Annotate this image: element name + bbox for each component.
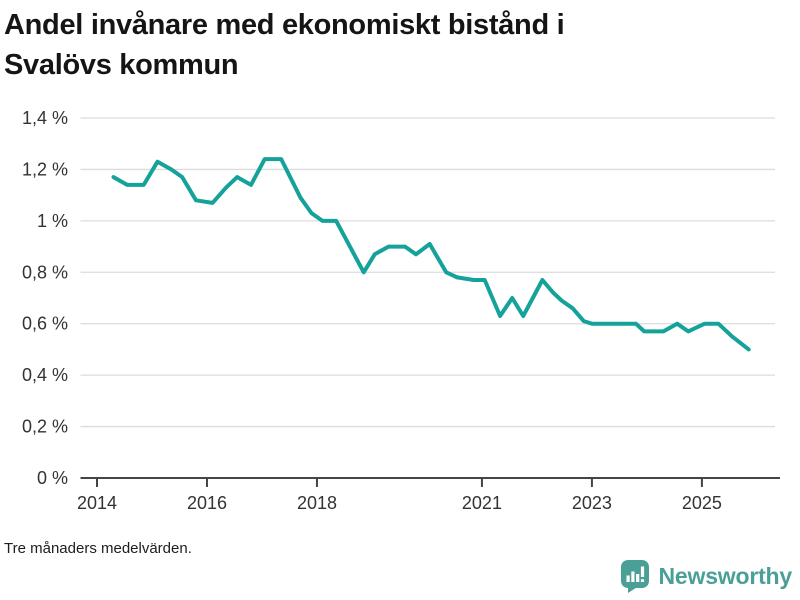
y-axis-tick-label: 1,2 % bbox=[22, 159, 68, 179]
x-axis-tick-label: 2025 bbox=[682, 493, 722, 513]
y-axis-tick-label: 1 % bbox=[37, 211, 68, 231]
x-axis-tick-label: 2018 bbox=[297, 493, 337, 513]
chart-title: Andel invånare med ekonomiskt bistånd i S… bbox=[4, 5, 784, 85]
newsworthy-logo-text: Newsworthy bbox=[658, 563, 793, 589]
x-axis-tick-label: 2023 bbox=[572, 493, 612, 513]
y-axis-tick-label: 0,4 % bbox=[22, 365, 68, 385]
y-axis-tick-label: 0,8 % bbox=[22, 262, 68, 282]
x-axis-tick-label: 2014 bbox=[77, 493, 117, 513]
trend-line bbox=[111, 157, 751, 352]
newsworthy-logo-icon bbox=[620, 560, 649, 593]
chart-footnote: Tre månaders medelvärden. bbox=[4, 540, 192, 557]
x-axis-tick-label: 2016 bbox=[187, 493, 227, 513]
y-axis-tick-label: 1,4 % bbox=[22, 108, 68, 128]
y-axis-tick-label: 0,6 % bbox=[22, 314, 68, 334]
chart-title-line2: Svalövs kommun bbox=[4, 49, 239, 81]
newsworthy-logo: Newsworthy bbox=[620, 559, 792, 594]
y-axis-tick-label: 0 % bbox=[37, 468, 68, 488]
chart-title-line1: Andel invånare med ekonomiskt bistånd i bbox=[4, 9, 565, 41]
y-axis-tick-label: 0,2 % bbox=[22, 417, 68, 437]
logo-bubble-tail bbox=[627, 584, 639, 593]
x-axis-tick-label: 2021 bbox=[462, 493, 502, 513]
